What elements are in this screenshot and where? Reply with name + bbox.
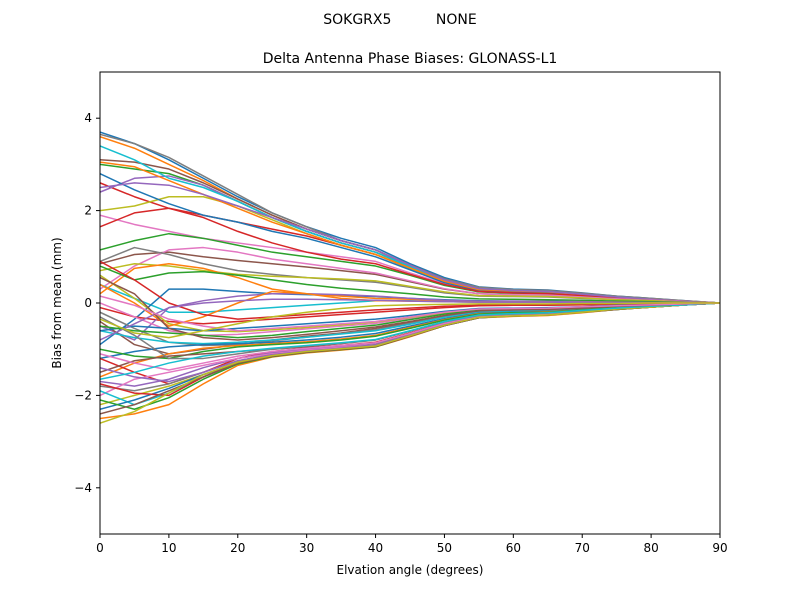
series-line-s50: [100, 302, 720, 380]
series-line-s23: [100, 265, 720, 304]
x-tick-label: 90: [712, 541, 727, 555]
x-tick-label: 80: [643, 541, 658, 555]
y-tick-label: 2: [84, 204, 92, 218]
x-tick-label: 60: [506, 541, 521, 555]
x-tick-label: 20: [230, 541, 245, 555]
series-line-s55: [100, 298, 720, 341]
series-line-s19: [100, 262, 720, 304]
series-line-s57: [100, 295, 720, 332]
series-line-s58: [100, 302, 720, 339]
x-tick-label: 40: [368, 541, 383, 555]
series-line-s15: [100, 182, 720, 304]
x-tick-label: 50: [437, 541, 452, 555]
y-tick-label: −2: [74, 388, 92, 402]
chart-title: Delta Antenna Phase Biases: GLONASS-L1: [263, 51, 558, 67]
x-tick-label: 0: [96, 541, 104, 555]
y-tick-label: 0: [84, 296, 92, 310]
series-line-s14: [100, 207, 720, 304]
x-tick-label: 10: [161, 541, 176, 555]
y-tick-label: −4: [74, 481, 92, 495]
x-tick-label: 70: [575, 541, 590, 555]
series-line-s49: [100, 302, 720, 424]
y-axis: −4 −2 0 2 4: [74, 111, 100, 495]
x-tick-label: 30: [299, 541, 314, 555]
series-line-s17: [100, 246, 720, 304]
y-tick-label: 4: [84, 111, 92, 125]
figure-suptitle: SOKGRX5 NONE: [323, 12, 476, 28]
y-axis-label: Bias from mean (mm): [50, 237, 64, 368]
x-axis: 0 10 20 30 40 50 60 70 80 90: [96, 534, 728, 555]
series-layer: [100, 131, 720, 424]
x-axis-label: Elvation angle (degrees): [337, 563, 484, 577]
